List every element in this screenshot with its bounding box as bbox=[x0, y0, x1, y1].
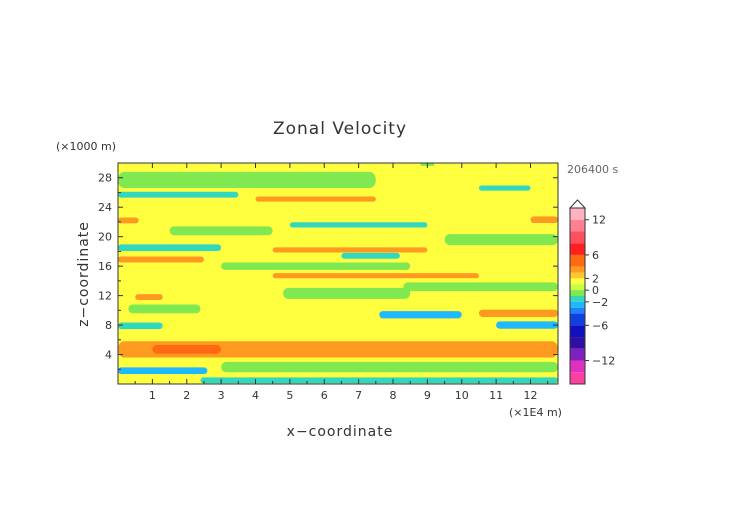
x-tick-label: 5 bbox=[286, 389, 293, 402]
chart-title: Zonal Velocity bbox=[273, 119, 407, 139]
colorbar-swatch bbox=[570, 301, 585, 308]
field-band bbox=[118, 341, 558, 358]
x-tick-label: 9 bbox=[424, 389, 431, 402]
field-band bbox=[341, 252, 400, 259]
y-tick-label: 4 bbox=[105, 349, 112, 362]
velocity-field bbox=[118, 163, 558, 384]
colorbar-tick-label: 0 bbox=[592, 284, 599, 297]
field-band bbox=[289, 222, 428, 228]
field-band bbox=[118, 367, 208, 375]
field-band bbox=[255, 196, 376, 202]
x-tick-label: 2 bbox=[183, 389, 190, 402]
colorbar-swatch bbox=[570, 307, 585, 314]
colorbar-tick-label: 2 bbox=[592, 272, 599, 285]
field-band bbox=[248, 204, 445, 217]
field-band bbox=[118, 244, 222, 252]
x-tick-label: 8 bbox=[390, 389, 397, 402]
field-band bbox=[379, 311, 462, 319]
colorbar-swatch bbox=[570, 296, 585, 302]
x-tick-label: 6 bbox=[321, 389, 328, 402]
field-band bbox=[118, 332, 239, 340]
colorbar-swatch bbox=[570, 254, 585, 267]
plot-frame bbox=[117, 162, 559, 385]
colorbar-swatch bbox=[570, 290, 585, 296]
colorbar: 12 6 20−2 −6 −12 bbox=[568, 199, 615, 385]
field-band bbox=[478, 185, 531, 191]
x-tick-label: 3 bbox=[218, 389, 225, 402]
field-band bbox=[152, 344, 222, 354]
colorbar-swatch bbox=[570, 278, 585, 285]
x-axis-label: x−coordinate bbox=[287, 424, 394, 440]
colorbar-swatch bbox=[570, 325, 585, 338]
x-tick-label: 4 bbox=[252, 389, 259, 402]
field-band bbox=[403, 282, 558, 292]
field-band bbox=[128, 304, 201, 314]
field-band bbox=[118, 271, 180, 284]
field-band bbox=[200, 377, 558, 384]
colorbar-swatch bbox=[570, 313, 585, 326]
y-tick-label: 16 bbox=[98, 260, 112, 273]
y-axis-label: z−coordinate bbox=[76, 221, 92, 327]
colorbar-tick-label: −2 bbox=[592, 296, 608, 309]
field-band bbox=[169, 226, 273, 236]
field-band bbox=[272, 273, 479, 279]
field-band bbox=[118, 191, 239, 198]
colorbar-swatch bbox=[570, 348, 585, 361]
colorbar-swatch bbox=[570, 272, 585, 279]
colorbar-swatch bbox=[570, 231, 585, 244]
field-band bbox=[118, 322, 163, 330]
field-band bbox=[118, 256, 204, 263]
colorbar-swatch bbox=[570, 266, 585, 273]
x-tick-label: 12 bbox=[524, 389, 538, 402]
field-band bbox=[375, 173, 469, 183]
time-label: 206400 s bbox=[567, 163, 618, 176]
x-tick-label: 1 bbox=[149, 389, 156, 402]
colorbar-tick-label: 6 bbox=[592, 249, 599, 262]
x-tick-label: 11 bbox=[489, 389, 503, 402]
colorbar-swatch bbox=[570, 372, 585, 384]
colorbar-swatch bbox=[570, 360, 585, 373]
y-unit-label: (×1000 m) bbox=[56, 140, 116, 153]
y-tick-label: 20 bbox=[98, 231, 112, 244]
colorbar-overflow-arrow bbox=[568, 199, 587, 209]
field-band bbox=[444, 234, 558, 246]
x-axis-ticks: 1 2 3 4 5 6 7 8 9 10 11 12 bbox=[134, 163, 549, 402]
field-band bbox=[272, 247, 428, 253]
y-tick-label: 28 bbox=[98, 172, 112, 185]
field-band bbox=[118, 217, 139, 224]
y-tick-label: 8 bbox=[105, 319, 112, 332]
colorbar-swatch bbox=[570, 284, 585, 291]
x-tick-label: 10 bbox=[455, 389, 469, 402]
field-band bbox=[478, 309, 558, 317]
colorbar-swatch bbox=[570, 208, 585, 220]
field-band bbox=[221, 361, 558, 373]
field-band bbox=[496, 321, 558, 329]
colorbar-tick-label: −6 bbox=[592, 319, 608, 332]
y-tick-label: 24 bbox=[98, 201, 112, 214]
field-band bbox=[530, 216, 558, 224]
y-axis-ticks: 4 8 12 16 20 24 28 bbox=[98, 172, 558, 370]
colorbar-swatch bbox=[570, 337, 585, 349]
colorbar-swatch bbox=[570, 243, 585, 255]
field-band bbox=[283, 287, 411, 299]
x-tick-label: 7 bbox=[355, 389, 362, 402]
y-tick-label: 12 bbox=[98, 290, 112, 303]
colorbar-swatch bbox=[570, 219, 585, 232]
field-band bbox=[135, 294, 163, 301]
x-unit-label: (×1E4 m) bbox=[509, 406, 562, 419]
field-band bbox=[118, 171, 376, 189]
field-band bbox=[255, 325, 462, 337]
field-band bbox=[221, 262, 411, 270]
colorbar-tick-label: 12 bbox=[592, 214, 606, 227]
colorbar-tick-label: −12 bbox=[592, 355, 615, 368]
